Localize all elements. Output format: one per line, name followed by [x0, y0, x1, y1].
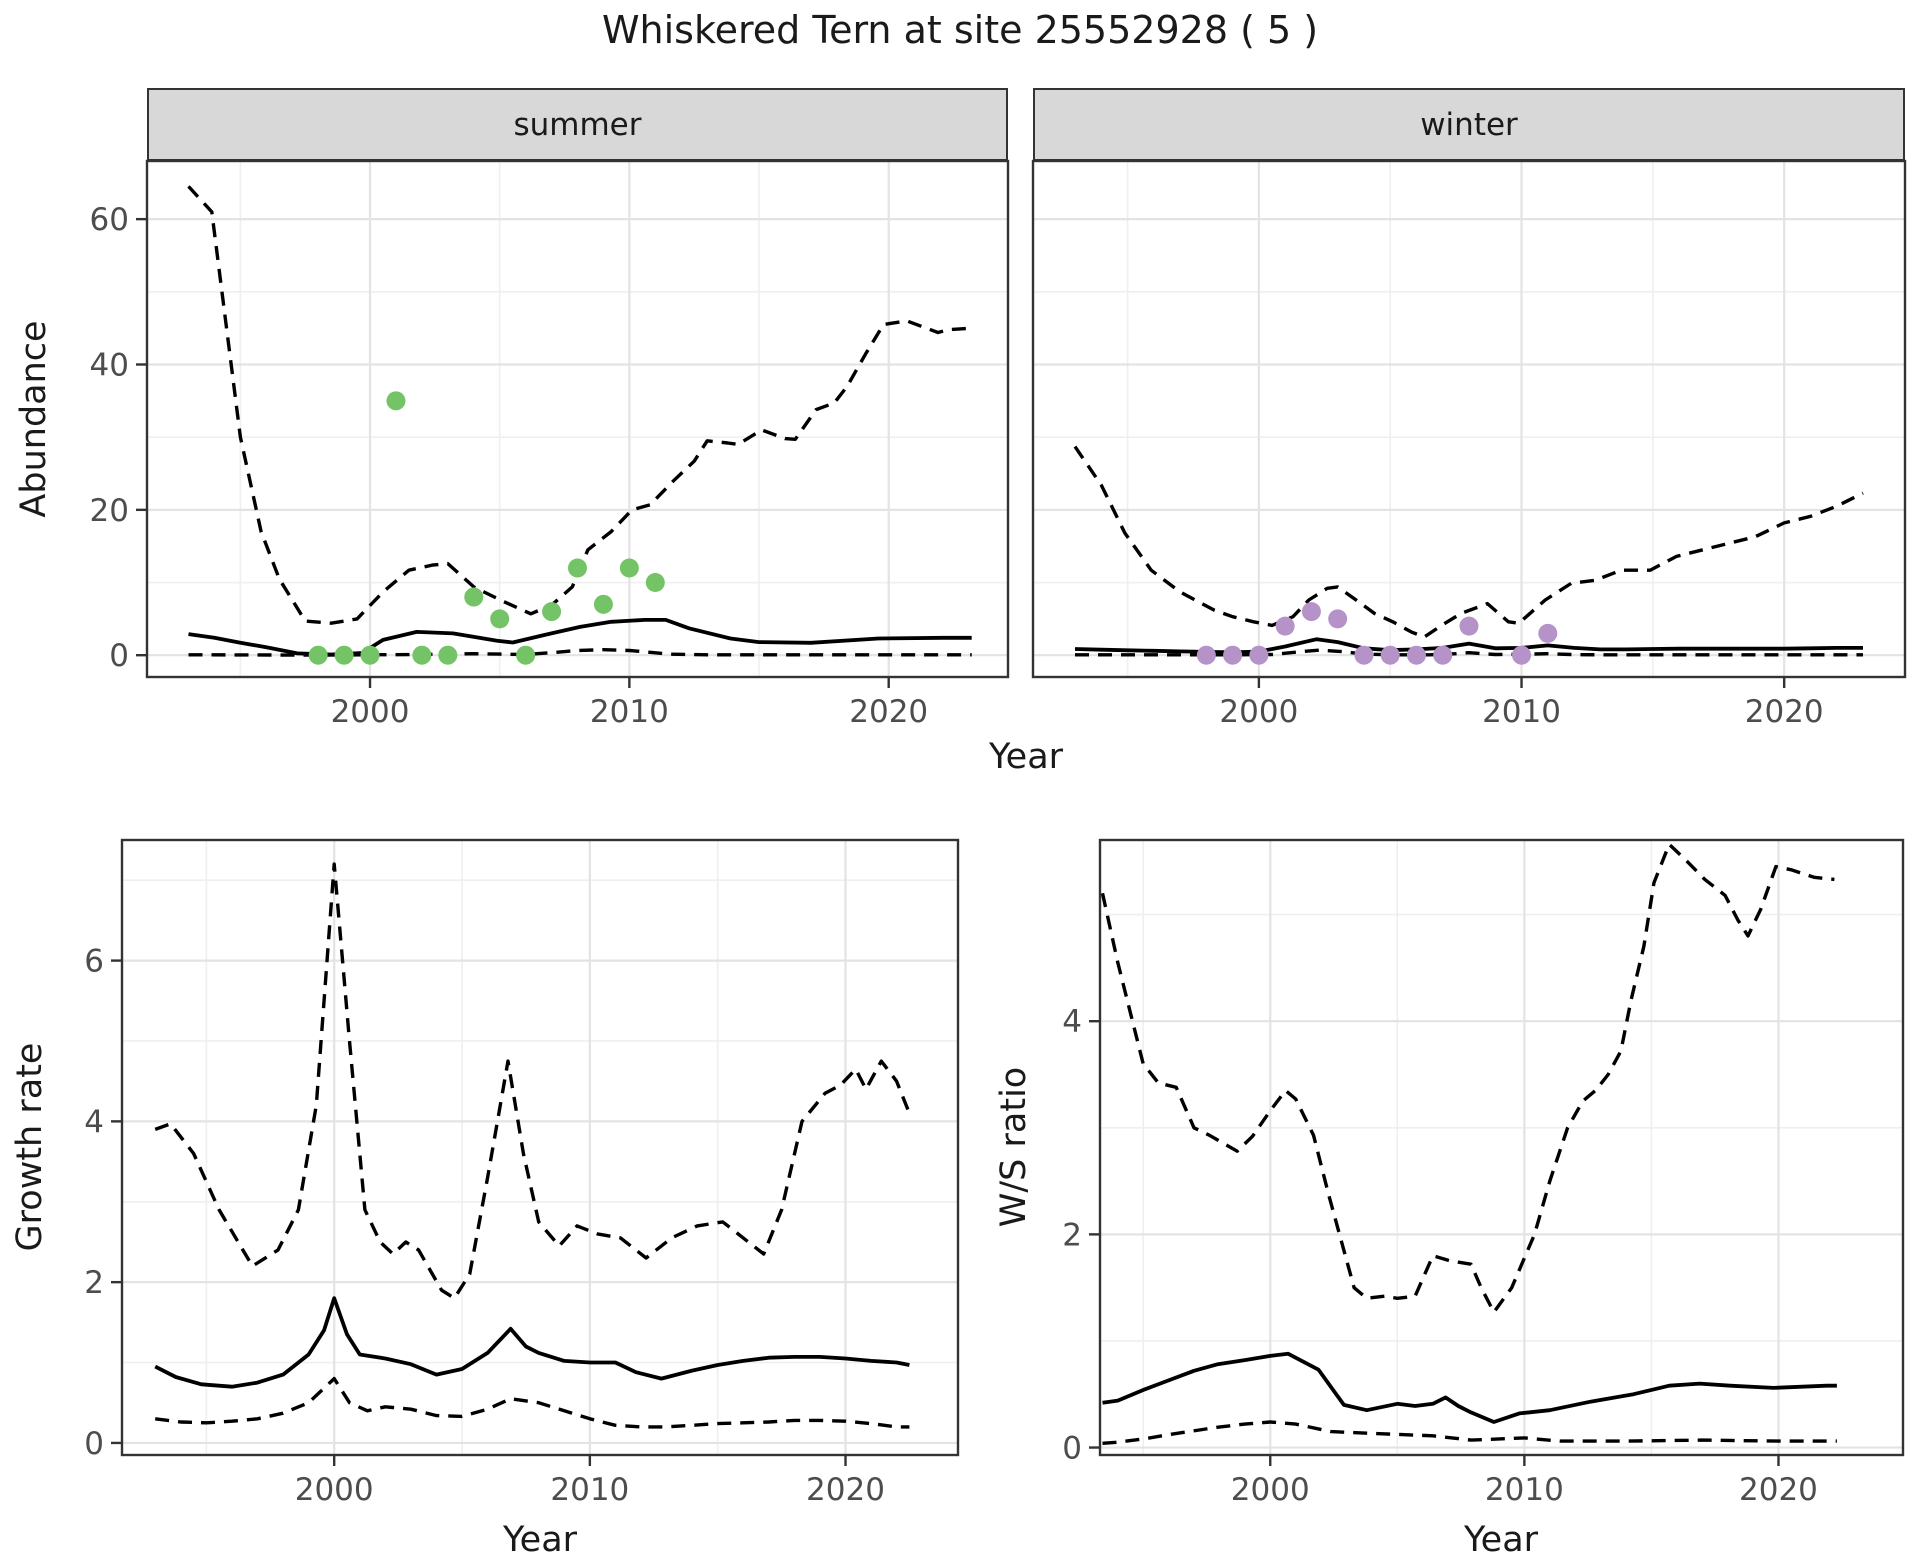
abundance-winter-observed-counts-point	[1301, 602, 1321, 622]
panel-growth-rate: 2000 2010 2020 0 2 4 6	[84, 838, 960, 1508]
x-axis-title-year-top: Year	[988, 737, 1064, 777]
panel-ws-ratio: 2000 2010 2020 0 2 4	[1062, 838, 1905, 1508]
ws-ratio-x-tick-label: 2020	[1739, 1472, 1818, 1508]
growth-rate-x-tick-label: 2010	[550, 1472, 629, 1508]
growth-rate-y-tick-label: 2	[84, 1265, 104, 1301]
abundance-winter-observed-counts-point	[1459, 616, 1479, 636]
abundance-summer-observed-counts-point	[308, 645, 328, 665]
abundance-winter-observed-counts-point	[1328, 609, 1348, 629]
y-axis-title-growth-rate: Growth rate	[10, 1042, 50, 1252]
growth-rate-y-tick-label: 6	[84, 944, 104, 980]
abundance-summer-observed-counts-point	[490, 609, 510, 629]
facet-strip-winter-label: winter	[1420, 106, 1518, 143]
growth-rate-upper-95ci-line	[154, 862, 911, 1300]
ws-ratio-median-line	[1102, 1351, 1837, 1424]
abundance-summer-observed-counts-point	[568, 558, 587, 578]
abundance-summer-x-tick-label: 2000	[331, 694, 410, 730]
abundance-summer-observed-counts-point	[464, 587, 484, 607]
facet-strip-winter: winter	[1033, 88, 1905, 161]
abundance-summer-observed-counts-point	[360, 645, 380, 665]
abundance-winter-upper-95ci-line	[1073, 445, 1864, 639]
facet-strip-summer: summer	[147, 88, 1008, 161]
ws-ratio-y-tick-label: 4	[1062, 1004, 1082, 1040]
abundance-summer-observed-counts-point	[386, 391, 406, 411]
ws-ratio-upper-95ci-line	[1101, 842, 1835, 1314]
ws-ratio-y-tick-label: 2	[1062, 1217, 1082, 1253]
ws-ratio-y-tick-label: 0	[1062, 1431, 1082, 1467]
ws-ratio-x-tick-label: 2000	[1231, 1472, 1310, 1508]
abundance-winter-observed-counts-point	[1538, 623, 1558, 643]
abundance-summer-observed-counts-point	[593, 594, 613, 614]
abundance-winter-observed-counts-point	[1275, 616, 1295, 636]
abundance-summer-y-tick-label: 20	[90, 493, 129, 529]
abundance-summer-y-tick-label: 40	[90, 347, 129, 383]
abundance-winter-observed-counts-point	[1249, 645, 1269, 665]
abundance-summer-median-line	[188, 618, 972, 657]
abundance-winter-observed-counts-point	[1433, 645, 1453, 665]
facet-strip-summer-label: summer	[513, 106, 642, 143]
abundance-winter-lower-95ci-line	[1075, 648, 1863, 657]
panel-abundance-summer: 2000 2010 2020 0 20 40 60	[90, 159, 1010, 730]
panel-abundance-winter: 2000 2010 2020	[1031, 159, 1907, 730]
abundance-summer-y-tick-label: 0	[109, 638, 129, 674]
abundance-winter-x-tick-label: 2020	[1745, 694, 1824, 730]
growth-rate-x-tick-label: 2000	[295, 1472, 374, 1508]
growth-rate-median-line	[154, 1296, 910, 1389]
abundance-summer-x-tick-label: 2010	[590, 694, 669, 730]
abundance-summer-y-tick-label: 60	[90, 202, 129, 238]
abundance-summer-observed-counts-point	[516, 645, 536, 665]
abundance-winter-observed-counts-point	[1354, 645, 1374, 665]
abundance-summer-observed-counts-point	[438, 645, 458, 665]
abundance-winter-observed-counts-point	[1223, 645, 1243, 665]
abundance-summer-x-tick-label: 2020	[849, 694, 928, 730]
y-axis-title-abundance: Abundance	[14, 320, 54, 518]
abundance-summer-observed-counts-point	[412, 645, 432, 665]
abundance-winter-x-tick-label: 2010	[1482, 694, 1561, 730]
growth-rate-x-tick-label: 2020	[806, 1472, 885, 1508]
abundance-winter-x-tick-label: 2000	[1219, 694, 1298, 730]
ws-ratio-x-tick-label: 2010	[1485, 1472, 1564, 1508]
abundance-winter-observed-counts-point	[1196, 645, 1216, 665]
abundance-summer-observed-counts-point	[542, 602, 562, 622]
growth-rate-lower-95ci-line	[154, 1376, 910, 1429]
abundance-summer-observed-counts-point	[334, 645, 354, 665]
abundance-summer-upper-95ci-line	[187, 185, 972, 625]
abundance-summer-observed-counts-point	[645, 573, 665, 593]
x-axis-title-year-bottom-right: Year	[1463, 1520, 1539, 1560]
abundance-summer-observed-counts-point	[619, 558, 639, 578]
growth-rate-y-tick-label: 4	[84, 1104, 104, 1140]
y-axis-title-ws-ratio: W/S ratio	[994, 1066, 1034, 1228]
abundance-winter-observed-counts-point	[1512, 645, 1532, 665]
abundance-winter-observed-counts-point	[1380, 645, 1400, 665]
growth-rate-y-tick-label: 0	[84, 1426, 104, 1462]
ws-ratio-lower-95ci-line	[1102, 1420, 1837, 1445]
x-axis-title-year-bottom-left: Year	[502, 1520, 578, 1560]
page-title: Whiskered Tern at site 25552928 ( 5 )	[601, 8, 1319, 52]
abundance-winter-observed-counts-point	[1406, 645, 1426, 665]
